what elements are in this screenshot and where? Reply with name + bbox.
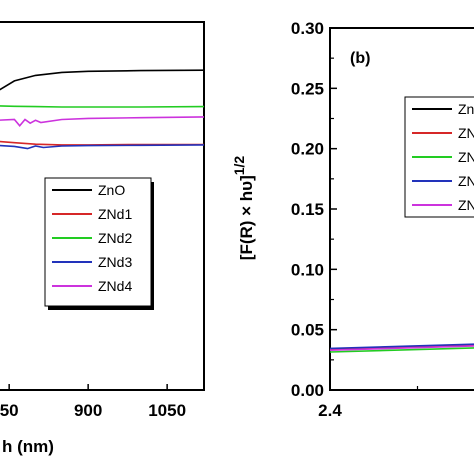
left-series-group	[0, 69, 205, 150]
legend-label-znd3: ZNd3	[98, 254, 132, 270]
right-legend-label: Zn	[458, 101, 474, 117]
right-legend: Zn ZN ZN ZN ZN	[404, 96, 474, 218]
legend-label-znd1: ZNd1	[98, 206, 132, 222]
right-y-tick-label: 0.05	[291, 321, 324, 340]
left-series-line-znd4	[0, 116, 205, 128]
left-series-line-znd2	[0, 105, 205, 108]
left-x-tick-label: 900	[74, 401, 102, 420]
left-legend: ZnO ZNd1 ZNd2 ZNd3 ZNd4	[44, 177, 154, 310]
right-legend-label: ZN	[458, 149, 474, 165]
left-panel: 50 900 1050 h (nm) ZnO ZNd1 ZNd2 ZNd3 ZNd4	[0, 21, 205, 456]
right-x-ticks: 2.42.6	[318, 383, 419, 420]
legend-label-znd2: ZNd2	[98, 230, 132, 246]
right-y-ticks: 0.00 0.05 0.10 0.15 0.20 0.25 0.30	[291, 19, 337, 400]
left-x-ticks: 50 900 1050	[0, 384, 186, 420]
panel-label-b: (b)	[350, 50, 370, 67]
right-y-tick-label: 0.10	[291, 260, 324, 279]
right-series-group	[329, 343, 474, 353]
svg-text:[F(R) × hυ]1/2: [F(R) × hυ]1/2	[231, 156, 256, 261]
right-series-line-znd4	[329, 345, 474, 351]
right-series-line-znd2	[329, 347, 474, 353]
right-legend-label: ZN	[458, 173, 474, 189]
right-y-tick-label: 0.00	[291, 381, 324, 400]
left-series-line-zno	[0, 69, 205, 91]
left-plot-frame	[0, 21, 205, 391]
right-legend-label: ZN	[458, 197, 474, 213]
left-series-line-znd3	[0, 144, 205, 150]
left-x-tick-label: 1050	[148, 401, 186, 420]
right-legend-items: Zn ZN ZN ZN ZN	[412, 101, 474, 213]
right-y-tick-label: 0.25	[291, 79, 324, 98]
right-y-tick-label: 0.30	[291, 19, 324, 38]
right-y-tick-label: 0.20	[291, 140, 324, 159]
left-x-tick-label: 50	[0, 401, 19, 420]
right-panel: 0.000.050.100.150.200.250.30 2.42.6 (b) …	[231, 19, 474, 420]
right-series-line-znd3	[329, 343, 474, 350]
right-y-tick-label: 0.15	[291, 200, 324, 219]
right-legend-label: ZN	[458, 125, 474, 141]
legend-label-zno: ZnO	[98, 182, 125, 198]
y-title-main: [F(R) × hυ]	[237, 175, 256, 260]
y-title-exponent: 1/2	[231, 156, 247, 176]
right-y-axis-title: [F(R) × hυ]1/2	[231, 156, 256, 261]
left-x-axis-title: h (nm)	[2, 437, 54, 456]
legend-items: ZnO ZNd1 ZNd2 ZNd3 ZNd4	[52, 182, 132, 294]
legend-label-znd4: ZNd4	[98, 278, 132, 294]
right-x-tick-label: 2.4	[318, 401, 342, 420]
legend-box	[44, 177, 152, 307]
